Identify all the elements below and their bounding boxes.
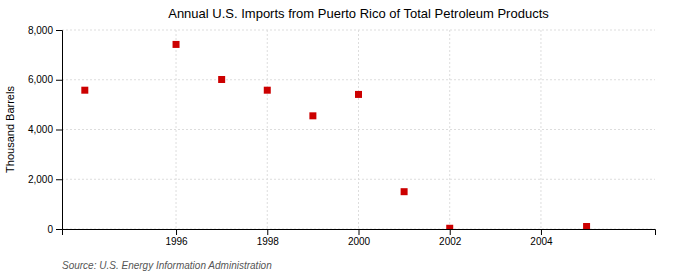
tick: 2000 [348, 229, 371, 247]
y-axis: 0 2,000 4,000 6,000 8,000 [28, 25, 63, 235]
point [218, 76, 225, 83]
title: Annual U.S. Imports from Puerto Rico of … [168, 6, 549, 21]
tick: 8,000 [28, 25, 62, 36]
point [264, 87, 271, 94]
point [401, 188, 408, 195]
grid [62, 30, 655, 229]
tick: 2002 [439, 229, 462, 247]
tick-label: 2004 [530, 236, 553, 247]
y-axis-title: Thousand Barrels [4, 86, 16, 173]
tick-label: 2000 [348, 236, 371, 247]
point [309, 112, 316, 119]
plot: 1996 1998 2000 2002 2004 0 2,000 4,000 6,000 8,00… [28, 25, 656, 247]
source: Source: U.S. Energy Information Administ… [62, 260, 272, 271]
tick: 4,000 [28, 124, 62, 135]
tick-label: 6,000 [28, 74, 53, 85]
point [173, 41, 180, 48]
tick-mark [56, 30, 62, 31]
tick-mark [56, 179, 62, 180]
axis-line [63, 230, 656, 236]
tick-mark [359, 229, 360, 235]
point [583, 223, 590, 229]
point [355, 91, 362, 98]
grid-line [62, 30, 655, 31]
grid-line [62, 179, 655, 180]
tick-mark [176, 229, 177, 235]
tick-label: 1996 [165, 236, 188, 247]
tick-mark [56, 130, 62, 131]
grid-line [540, 30, 541, 229]
tick: 2004 [530, 229, 553, 247]
tick: 6,000 [28, 74, 62, 85]
point [81, 87, 88, 94]
points [81, 41, 590, 229]
tick: 0 [47, 224, 62, 235]
tick-mark [450, 229, 451, 235]
tick-mark [56, 229, 62, 230]
x-axis: 1996 1998 2000 2002 2004 [63, 229, 656, 247]
grid-line [62, 79, 655, 80]
tick-mark [267, 229, 268, 235]
axis-line [56, 31, 63, 230]
tick-mark [541, 229, 542, 235]
chart: 1996 1998 2000 2002 2004 0 2,000 4,000 6,000 8,00… [0, 0, 675, 275]
grid-line [62, 129, 655, 130]
tick-label: 4,000 [28, 124, 53, 135]
tick-label: 8,000 [28, 25, 53, 36]
point [446, 225, 453, 229]
tick: 2,000 [28, 174, 62, 185]
tick: 1998 [257, 229, 280, 247]
tick-label: 2,000 [28, 174, 53, 185]
tick-label: 0 [47, 224, 53, 235]
tick-mark [56, 80, 62, 81]
tick-label: 2002 [439, 236, 462, 247]
tick: 1996 [165, 229, 188, 247]
tick-label: 1998 [257, 236, 280, 247]
